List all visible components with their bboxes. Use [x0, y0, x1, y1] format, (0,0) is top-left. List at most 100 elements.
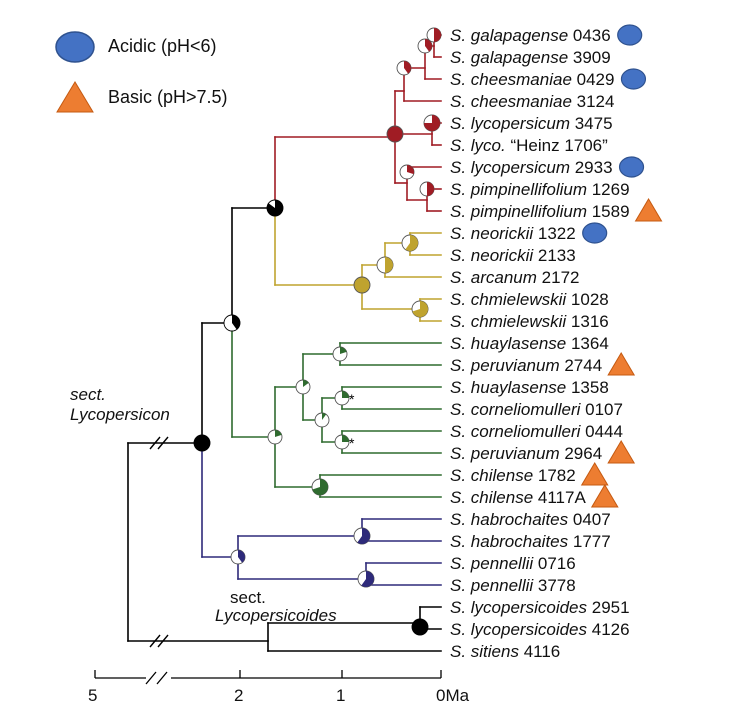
- node-g5-slice: [342, 435, 349, 442]
- taxon-name: S. lycopersicum: [450, 114, 570, 133]
- asterisk-2: *: [349, 435, 355, 451]
- node-b1-slice: [357, 528, 371, 544]
- taxon-label-16: S. huaylasense 1358: [450, 378, 609, 397]
- node-g2: [295, 379, 311, 395]
- axis-label-2: 2: [234, 686, 243, 705]
- acidic-marker-0: [617, 24, 643, 46]
- taxon-name: S. lycopersicum: [450, 158, 570, 177]
- node-g2-slice: [303, 380, 309, 387]
- taxon-name: S. neorickii: [450, 246, 534, 265]
- taxon-name: S. pimpinellifolium: [450, 202, 587, 221]
- taxon-accession: 2933: [570, 158, 613, 177]
- branch-break-top-b: [157, 436, 169, 450]
- taxon-name: S. cheesmaniae: [450, 70, 572, 89]
- node-k2-slice: [232, 315, 240, 330]
- taxon-accession: 1364: [566, 334, 609, 353]
- taxon-name: S. corneliomulleri: [450, 400, 582, 419]
- sect-lycopersicon-line2: Lycopersicon: [70, 405, 170, 424]
- taxon-accession: 1358: [566, 378, 609, 397]
- acidic-marker-2: [620, 68, 647, 90]
- taxon-label-23: S. habrochaites 1777: [450, 532, 611, 551]
- node-r5-base: [386, 125, 404, 143]
- taxon-label-14: S. huaylasense 1364: [450, 334, 609, 353]
- axis-break-2: [156, 671, 168, 685]
- taxon-name: S. habrochaites: [450, 532, 569, 551]
- node-r3-slice: [404, 61, 412, 74]
- taxon-label-6: S. lycopersicum 2933: [450, 158, 613, 177]
- acidic-marker-9: [582, 222, 608, 244]
- node-r3: [396, 60, 412, 76]
- taxon-accession: 0429: [572, 70, 615, 89]
- taxon-name: S. chmielewskii: [450, 312, 567, 331]
- node-y1-slice: [405, 235, 419, 252]
- node-g1: [332, 346, 348, 362]
- taxon-label-18: S. corneliomulleri 0444: [450, 422, 623, 441]
- taxon-label-26: S. lycopersicoides 2951: [450, 598, 630, 617]
- sect-lycopersicoides-line2: Lycopersicoides: [215, 606, 337, 625]
- node-g6-slice: [275, 430, 282, 437]
- legend-acidic-label: Acidic (pH<6): [108, 36, 217, 56]
- axis-label-0: 0Ma: [436, 686, 470, 705]
- node-g1-slice: [340, 347, 347, 354]
- time-axis: 5 2 1 0Ma: [88, 670, 470, 705]
- taxon-label-1: S. galapagense 3909: [450, 48, 611, 67]
- taxon-label-24: S. pennellii 0716: [450, 554, 576, 573]
- taxon-accession: 0444: [580, 422, 623, 441]
- taxon-name: S. peruvianum: [450, 444, 560, 463]
- taxon-label-20: S. chilense 1782: [450, 466, 576, 485]
- acidic-marker-6: [618, 156, 645, 178]
- sect-lycopersicon-line1: sect.: [70, 385, 106, 404]
- taxon-accession: 2951: [587, 598, 630, 617]
- node-g3-slice: [342, 391, 349, 398]
- taxon-name: S. neorickii: [450, 224, 534, 243]
- asterisk-1: *: [349, 391, 355, 407]
- node-r7-slice: [427, 182, 434, 196]
- taxon-accession: 1028: [566, 290, 609, 309]
- node-y2-slice: [385, 257, 393, 273]
- basic-marker-15: [607, 352, 636, 376]
- node-g5: [334, 434, 350, 450]
- node-k1-slice: [266, 200, 283, 216]
- taxon-name: S. chilense: [450, 466, 533, 485]
- taxon-label-15: S. peruvianum 2744: [450, 356, 602, 375]
- taxon-accession: 1589: [587, 202, 630, 221]
- taxon-name: S. lyco.: [450, 136, 506, 155]
- taxon-name: S. lycopersicoides: [450, 598, 588, 617]
- axis-break-1: [145, 671, 157, 685]
- taxon-name: S. arcanum: [450, 268, 537, 287]
- node-g7: [311, 478, 329, 496]
- taxon-accession: 3124: [572, 92, 615, 111]
- taxon-label-11: S. arcanum 2172: [450, 268, 579, 287]
- node-y4-slice: [412, 301, 428, 317]
- node-g4: [314, 412, 330, 428]
- axis-label-5: 5: [88, 686, 97, 705]
- node-b2: [357, 570, 375, 588]
- taxon-label-10: S. neorickii 2133: [450, 246, 576, 265]
- node-g7-slice: [312, 479, 328, 495]
- taxon-label-12: S. chmielewskii 1028: [450, 290, 609, 309]
- taxon-name: S. pimpinellifolium: [450, 180, 587, 199]
- node-r2: [417, 38, 433, 54]
- legend-acidic-ellipse: [55, 31, 95, 63]
- taxon-name: S. huaylasense: [450, 334, 566, 353]
- taxon-accession: 2964: [560, 444, 603, 463]
- taxon-accession: 0407: [568, 510, 611, 529]
- taxon-name: S. chilense: [450, 488, 533, 507]
- taxon-accession: 4116: [519, 642, 560, 661]
- taxon-accession: 4126: [587, 620, 630, 639]
- branch-break-top-a: [149, 436, 161, 450]
- node-y1: [401, 234, 419, 252]
- node-r1: [426, 27, 442, 43]
- taxon-name: S. habrochaites: [450, 510, 569, 529]
- taxon-label-17: S. corneliomulleri 0107: [450, 400, 623, 419]
- taxon-accession: 3778: [533, 576, 576, 595]
- branch-break-bottom-a: [149, 634, 161, 648]
- tree-nodes: [193, 27, 442, 636]
- taxon-accession: 4117A: [533, 488, 586, 507]
- node-k1: [266, 199, 284, 217]
- node-g6: [267, 429, 283, 445]
- node-k3-base: [193, 434, 211, 452]
- basic-marker-20: [580, 462, 609, 486]
- taxon-accession: 3475: [570, 114, 613, 133]
- node-r4-slice: [424, 115, 440, 131]
